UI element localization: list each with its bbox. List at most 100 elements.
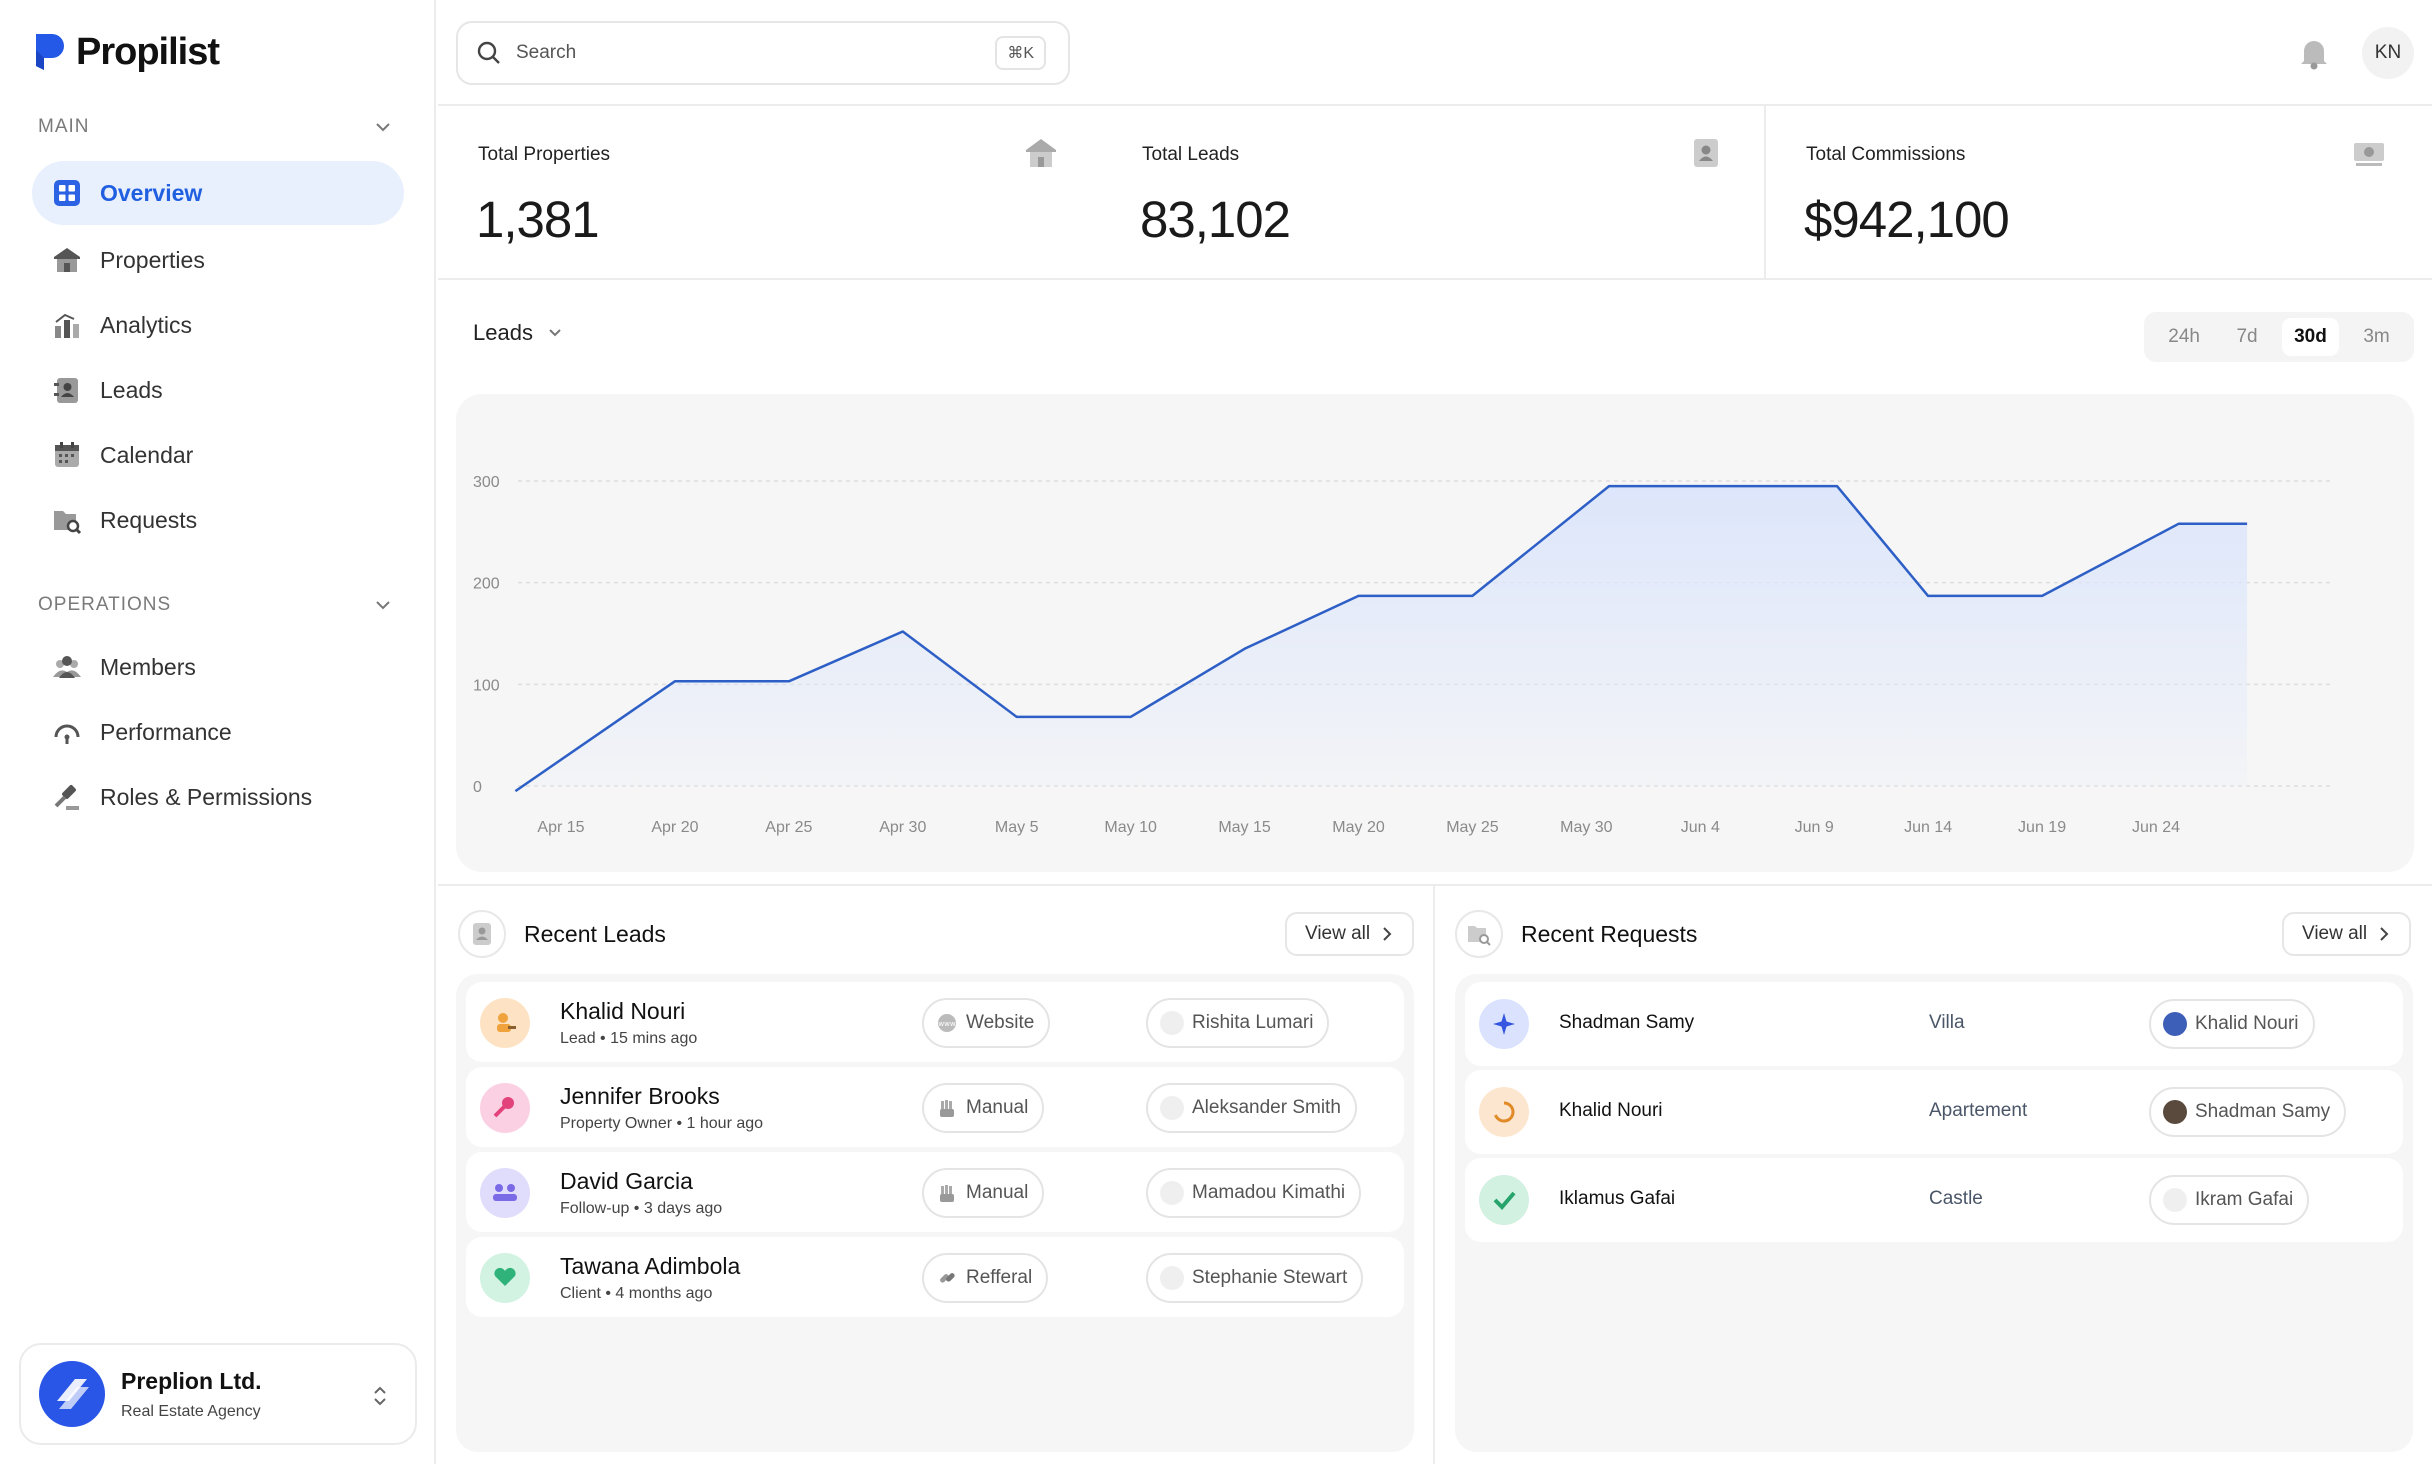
lead-subtitle: Property Owner • 1 hour ago [560, 1115, 763, 1133]
sidebar-item-roles-permissions[interactable]: Roles & Permissions [32, 765, 404, 829]
brand-name: Propilist [76, 31, 219, 74]
topbar: ⌘K KN [438, 0, 2432, 106]
agent-pill[interactable]: Rishita Lumari [1146, 998, 1329, 1048]
agent-pill[interactable]: Mamadou Kimathi [1146, 1168, 1361, 1218]
request-client-name: Shadman Samy [1559, 1012, 1694, 1034]
chevron-updown-icon [369, 1383, 391, 1409]
stat-value: $942,100 [1804, 190, 2009, 249]
main-section-header[interactable]: MAIN [38, 116, 394, 138]
range-24h[interactable]: 24h [2156, 318, 2212, 356]
list-item[interactable]: David Garcia Follow-up • 3 days ago Manu… [466, 1152, 1404, 1232]
agent-avatar [2163, 1188, 2187, 1212]
organization-logo [39, 1361, 105, 1427]
lead-source-pill: www Website [922, 998, 1050, 1048]
search-icon [476, 40, 502, 66]
user-avatar[interactable]: KN [2362, 27, 2414, 79]
x-tick-label: Apr 20 [651, 819, 698, 836]
recent-leads-title: Recent Leads [524, 921, 666, 948]
chevron-down-icon [545, 323, 565, 343]
house-icon [52, 245, 82, 275]
link-icon [936, 1267, 958, 1289]
agent-avatar [1160, 1011, 1184, 1035]
list-item[interactable]: Jennifer Brooks Property Owner • 1 hour … [466, 1067, 1404, 1147]
lead-name: David Garcia [560, 1168, 693, 1195]
request-property-type: Villa [1929, 1012, 1965, 1034]
recent-requests-header: Recent Requests [1455, 910, 1697, 958]
stat-total-properties: Total Properties 1,381 [438, 106, 1098, 280]
key-icon [480, 1083, 530, 1133]
x-tick-label: May 5 [995, 819, 1039, 836]
stat-label: Total Commissions [1806, 144, 1965, 166]
sidebar-item-label: Overview [100, 180, 202, 207]
agent-avatar [2163, 1012, 2187, 1036]
chevron-right-icon [2377, 925, 2391, 943]
organization-name: Preplion Ltd. [121, 1368, 262, 1395]
lead-source-pill: Refferal [922, 1253, 1048, 1303]
stat-total-commissions: Total Commissions $942,100 [1766, 106, 2432, 280]
chart-metric-selector[interactable]: Leads [473, 320, 565, 346]
agent-pill[interactable]: Stephanie Stewart [1146, 1253, 1363, 1303]
heart-hand-icon [480, 1253, 530, 1303]
agent-pill[interactable]: Ikram Gafai [2149, 1175, 2309, 1225]
lead-source-pill: Manual [922, 1083, 1044, 1133]
grid-icon [52, 178, 82, 208]
sidebar-item-members[interactable]: Members [32, 635, 404, 699]
sidebar-item-calendar[interactable]: Calendar [32, 423, 404, 487]
brand-logo[interactable]: Propilist [30, 30, 219, 74]
chart-canvas: 0100200300Apr 15 Apr 20 Apr 25 Apr 30 May 5M… [456, 394, 2414, 872]
sidebar-item-performance[interactable]: Performance [32, 700, 404, 764]
stat-value: 83,102 [1140, 190, 1290, 249]
time-range-selector: 24h 7d 30d 3m [2144, 312, 2414, 362]
sidebar-item-analytics[interactable]: Analytics [32, 293, 404, 357]
sidebar-item-properties[interactable]: Properties [32, 228, 404, 292]
lead-source: Manual [966, 1097, 1028, 1119]
agent-name: Mamadou Kimathi [1192, 1182, 1345, 1204]
view-all-leads-button[interactable]: View all [1285, 912, 1414, 956]
x-tick-label: Apr 25 [765, 819, 812, 836]
range-7d[interactable]: 7d [2224, 318, 2269, 356]
organization-switcher[interactable]: Preplion Ltd. Real Estate Agency [19, 1343, 417, 1445]
folder-search-icon [52, 505, 82, 535]
agent-pill[interactable]: Aleksander Smith [1146, 1083, 1357, 1133]
recent-requests-list: Shadman Samy Villa Khalid Nouri Khalid N… [1455, 974, 2413, 1452]
lead-source: Manual [966, 1182, 1028, 1204]
operations-section-header[interactable]: OPERATIONS [38, 594, 394, 616]
sidebar-item-label: Performance [100, 719, 232, 746]
hand-icon [936, 1182, 958, 1204]
request-client-name: Khalid Nouri [1559, 1100, 1663, 1122]
people-icon [52, 652, 82, 682]
agent-pill[interactable]: Shadman Samy [2149, 1087, 2346, 1137]
chevron-down-icon [372, 594, 394, 616]
stat-label: Total Properties [478, 144, 610, 166]
list-item[interactable]: Iklamus Gafai Castle Ikram Gafai [1465, 1158, 2403, 1242]
house-icon [1024, 136, 1058, 170]
checkmark-icon [1479, 1175, 1529, 1225]
list-item[interactable]: Shadman Samy Villa Khalid Nouri [1465, 982, 2403, 1066]
list-item[interactable]: Khalid Nouri Apartement Shadman Samy [1465, 1070, 2403, 1154]
range-30d[interactable]: 30d [2282, 318, 2339, 356]
lead-name: Khalid Nouri [560, 998, 685, 1025]
search-input[interactable] [516, 42, 976, 64]
range-3m[interactable]: 3m [2351, 318, 2401, 356]
agent-avatar [2163, 1100, 2187, 1124]
x-tick-label: Apr 15 [537, 819, 584, 836]
notification-bell-icon[interactable] [2298, 36, 2330, 70]
agent-name: Ikram Gafai [2195, 1189, 2293, 1211]
agent-pill[interactable]: Khalid Nouri [2149, 999, 2315, 1049]
list-item[interactable]: Khalid Nouri Lead • 15 mins ago www Webs… [466, 982, 1404, 1062]
agent-avatar [1160, 1096, 1184, 1120]
request-avatar [1479, 999, 1529, 1049]
sidebar-item-requests[interactable]: Requests [32, 488, 404, 552]
search-box[interactable]: ⌘K [456, 21, 1070, 85]
x-tick-label: Jun 19 [2018, 819, 2066, 836]
view-all-requests-button[interactable]: View all [2282, 912, 2411, 956]
list-item[interactable]: Tawana Adimbola Client • 4 months ago Re… [466, 1237, 1404, 1317]
contact-card-icon [458, 910, 506, 958]
recent-leads-list: Khalid Nouri Lead • 15 mins ago www Webs… [456, 974, 1414, 1452]
organization-subtitle: Real Estate Agency [121, 1403, 262, 1421]
sidebar-item-leads[interactable]: Leads [32, 358, 404, 422]
search-shortcut-badge: ⌘K [995, 36, 1046, 70]
bar-chart-icon [52, 310, 82, 340]
request-property-type: Castle [1929, 1188, 1983, 1210]
sidebar-item-overview[interactable]: Overview [32, 161, 404, 225]
